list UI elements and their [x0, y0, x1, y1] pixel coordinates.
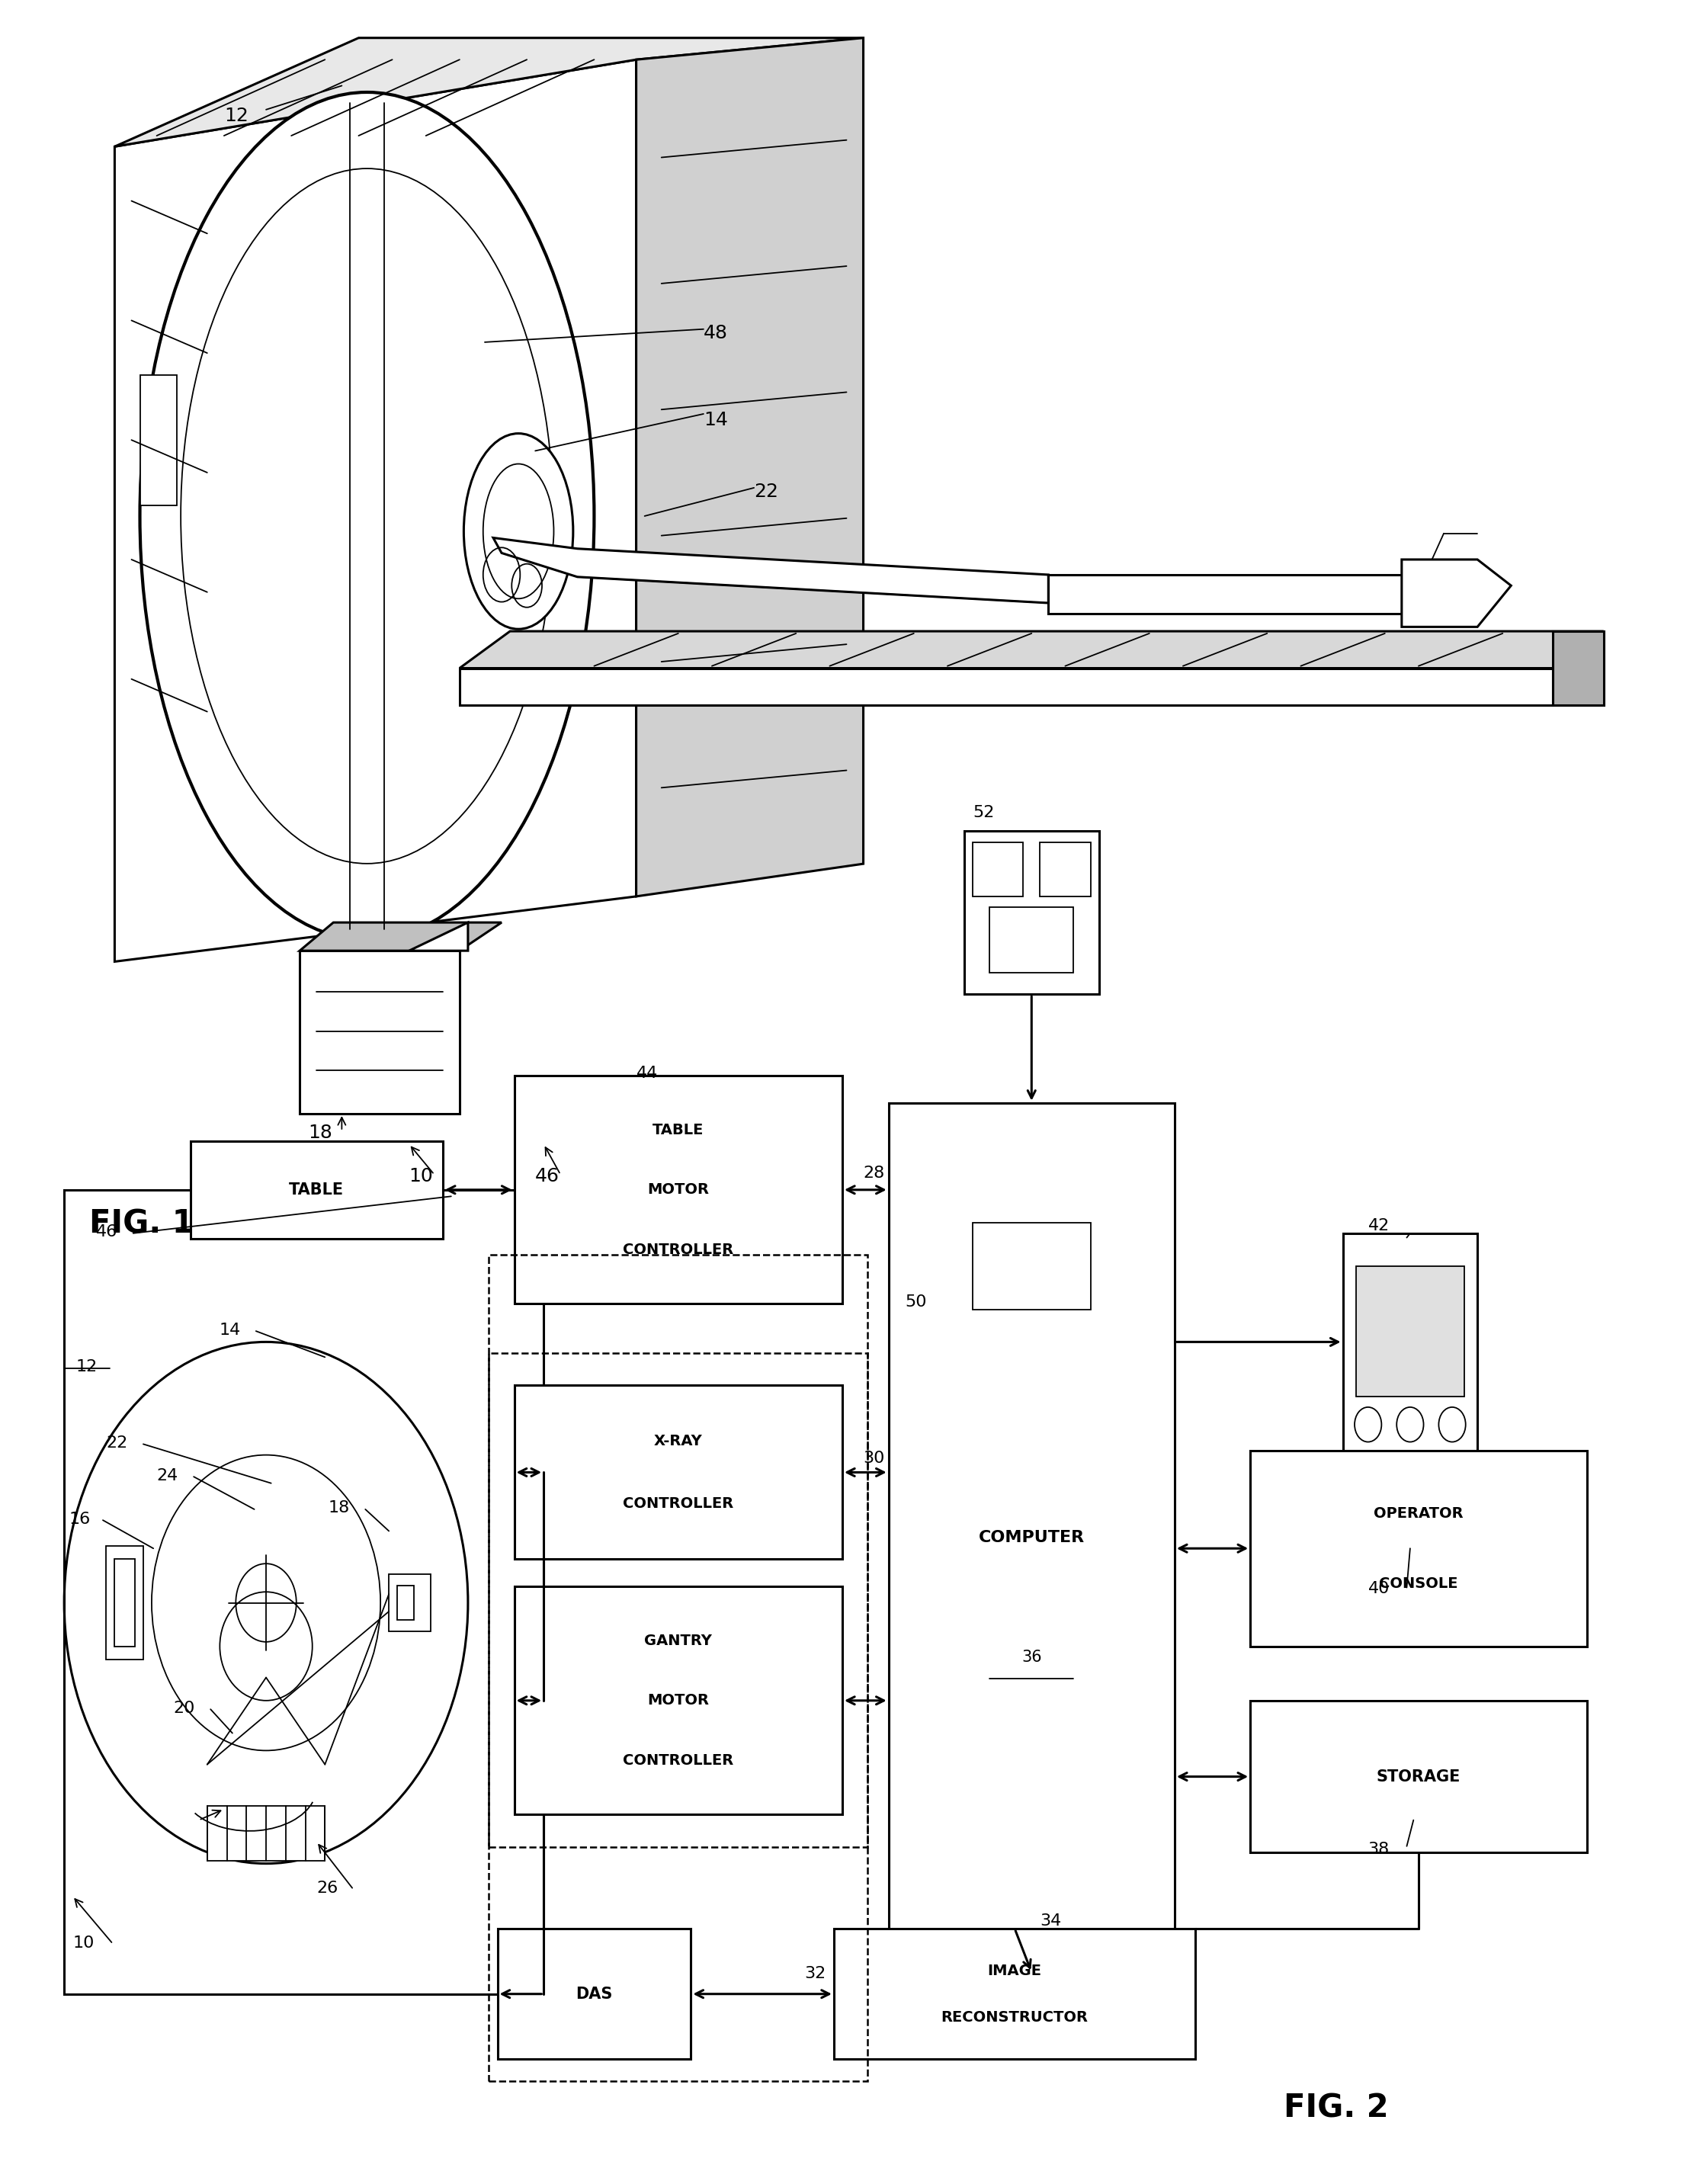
Bar	[835, 1928, 1195, 2060]
Bar	[489, 1256, 867, 2081]
Bar	[115, 1559, 135, 1647]
Circle shape	[1439, 1406, 1466, 1441]
Bar	[489, 1352, 867, 1848]
Bar	[190, 1140, 444, 1238]
Ellipse shape	[141, 92, 594, 939]
Polygon shape	[1402, 559, 1512, 627]
Polygon shape	[459, 631, 1603, 668]
Text: 18: 18	[308, 1125, 332, 1142]
Bar	[973, 1223, 1090, 1310]
Text: 20: 20	[174, 1701, 195, 1717]
Text: 38: 38	[1368, 1841, 1390, 1856]
Text: 40: 40	[1368, 1581, 1390, 1597]
Text: 14: 14	[704, 411, 728, 428]
Circle shape	[1397, 1406, 1424, 1441]
Text: 42: 42	[1368, 1219, 1390, 1234]
Bar	[107, 1546, 144, 1660]
Text: 18: 18	[328, 1500, 350, 1516]
Polygon shape	[637, 37, 863, 895]
Text: CONSOLE: CONSOLE	[1380, 1577, 1458, 1590]
Bar	[300, 950, 459, 1114]
Text: 14: 14	[218, 1321, 240, 1337]
Text: 46: 46	[535, 1166, 560, 1186]
Text: OPERATOR: OPERATOR	[1373, 1507, 1463, 1520]
Text: 28: 28	[863, 1166, 885, 1182]
Polygon shape	[410, 922, 467, 950]
Text: 22: 22	[753, 483, 779, 500]
Bar	[515, 1385, 843, 1559]
Bar	[207, 1806, 325, 1861]
Text: 24: 24	[157, 1468, 178, 1483]
Bar	[64, 1190, 543, 1994]
Text: 12: 12	[223, 107, 249, 124]
Text: 10: 10	[410, 1166, 433, 1186]
Circle shape	[1354, 1406, 1381, 1441]
Ellipse shape	[464, 432, 574, 629]
Bar	[989, 906, 1073, 972]
Text: 44: 44	[637, 1066, 659, 1081]
Bar	[965, 832, 1099, 994]
Polygon shape	[300, 922, 501, 950]
Bar	[1249, 1701, 1586, 1852]
Text: COMPUTER: COMPUTER	[979, 1531, 1085, 1544]
Text: 32: 32	[804, 1966, 826, 1981]
Bar	[973, 843, 1023, 895]
Text: 34: 34	[1040, 1913, 1062, 1928]
Polygon shape	[115, 59, 637, 961]
Text: CONTROLLER: CONTROLLER	[623, 1243, 733, 1258]
Text: DAS: DAS	[576, 1985, 613, 2001]
Bar	[398, 1586, 415, 1621]
Polygon shape	[1048, 574, 1402, 614]
Text: IMAGE: IMAGE	[987, 1963, 1041, 1979]
Text: 36: 36	[1021, 1649, 1041, 1664]
Text: MOTOR: MOTOR	[647, 1693, 709, 1708]
Bar	[1040, 843, 1090, 895]
Text: X-RAY: X-RAY	[653, 1435, 703, 1448]
Polygon shape	[115, 37, 863, 146]
Text: 52: 52	[973, 806, 994, 821]
Bar	[515, 1586, 843, 1815]
Text: 48: 48	[704, 323, 728, 343]
Bar	[889, 1103, 1175, 1972]
Text: 12: 12	[76, 1358, 98, 1374]
Polygon shape	[1552, 631, 1603, 705]
Text: 30: 30	[863, 1450, 885, 1465]
Bar	[1343, 1234, 1478, 1450]
Bar	[498, 1928, 691, 2060]
Bar	[515, 1077, 843, 1304]
Bar	[141, 376, 176, 505]
Text: GANTRY: GANTRY	[645, 1634, 713, 1647]
Text: TABLE: TABLE	[652, 1123, 704, 1138]
Text: FIG. 1: FIG. 1	[90, 1208, 195, 1241]
Bar	[1356, 1267, 1464, 1396]
Text: RECONSTRUCTOR: RECONSTRUCTOR	[941, 2009, 1089, 2025]
Bar	[1249, 1450, 1586, 1647]
Text: STORAGE: STORAGE	[1376, 1769, 1461, 1784]
Text: TABLE: TABLE	[290, 1182, 344, 1197]
Text: FIG. 2: FIG. 2	[1283, 2092, 1388, 2125]
Text: MOTOR: MOTOR	[647, 1182, 709, 1197]
Text: CONTROLLER: CONTROLLER	[623, 1754, 733, 1767]
Text: 26: 26	[317, 1880, 339, 1896]
Polygon shape	[459, 668, 1552, 705]
Text: 50: 50	[906, 1295, 928, 1310]
Text: 10: 10	[73, 1935, 95, 1950]
Text: 22: 22	[107, 1435, 127, 1450]
Text: CONTROLLER: CONTROLLER	[623, 1496, 733, 1511]
Text: 16: 16	[69, 1511, 91, 1527]
Bar	[389, 1575, 432, 1631]
Text: 46: 46	[97, 1225, 119, 1241]
Polygon shape	[493, 537, 1048, 603]
